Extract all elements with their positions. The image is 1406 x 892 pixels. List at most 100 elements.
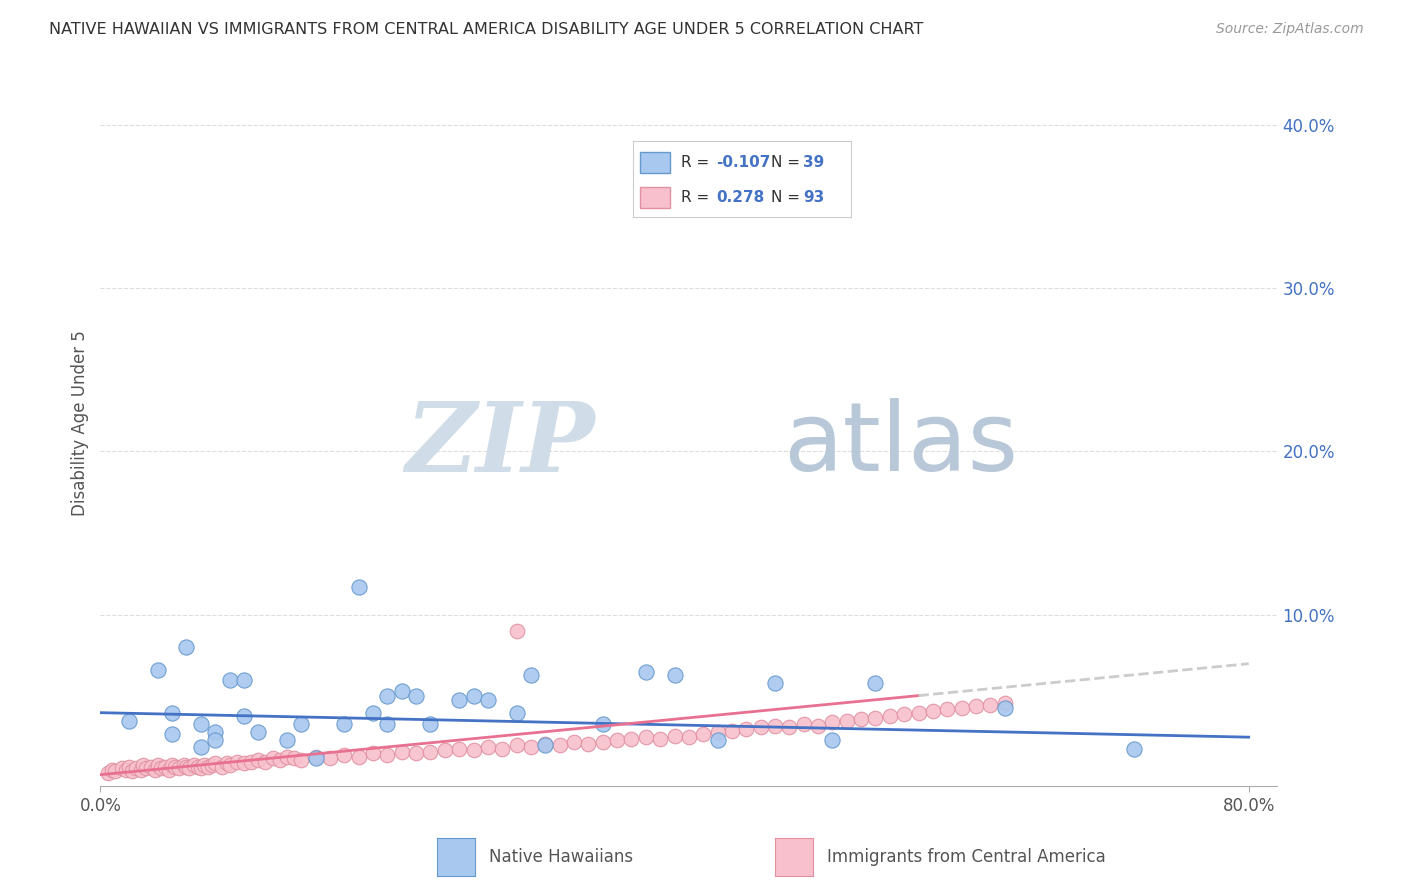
Point — [232, 709, 254, 723]
Point — [505, 739, 527, 753]
Point — [377, 748, 399, 763]
Text: atlas: atlas — [783, 398, 1018, 491]
Point — [807, 719, 830, 733]
Point — [634, 665, 657, 679]
Point — [254, 755, 277, 769]
Text: R =: R = — [682, 190, 714, 205]
Point — [290, 753, 312, 767]
Point — [879, 709, 901, 723]
Point — [505, 624, 527, 638]
Point — [115, 763, 138, 777]
Point — [305, 751, 328, 765]
Point — [678, 730, 700, 744]
Point — [520, 739, 543, 754]
Point — [979, 698, 1001, 712]
Point — [520, 668, 543, 682]
Point — [125, 761, 148, 775]
Point — [361, 747, 384, 761]
Y-axis label: Disability Age Under 5: Disability Age Under 5 — [72, 330, 89, 516]
Point — [907, 706, 929, 720]
Text: 93: 93 — [803, 190, 825, 205]
Point — [247, 753, 270, 767]
Point — [160, 706, 183, 720]
Point — [706, 733, 728, 747]
Point — [821, 733, 844, 747]
Point — [721, 723, 744, 738]
Point — [1122, 741, 1144, 756]
Point — [240, 755, 263, 769]
Point — [211, 759, 233, 773]
Point — [190, 717, 212, 731]
Point — [269, 753, 291, 767]
Point — [763, 676, 786, 690]
Point — [592, 717, 614, 731]
Point — [534, 739, 557, 753]
Point — [893, 707, 915, 722]
Point — [664, 729, 686, 743]
Point — [405, 690, 427, 704]
Point — [994, 700, 1017, 714]
Point — [419, 745, 441, 759]
Point — [101, 763, 124, 777]
Point — [201, 758, 224, 772]
Point — [204, 725, 226, 739]
Point — [135, 761, 157, 775]
Point — [218, 673, 240, 687]
Point — [505, 706, 527, 720]
Point — [319, 751, 342, 765]
Point — [463, 743, 485, 757]
Point — [111, 761, 134, 775]
Point — [849, 712, 872, 726]
Point — [104, 764, 127, 779]
Point — [215, 756, 238, 771]
Point — [232, 673, 254, 687]
Point — [763, 719, 786, 733]
Point — [129, 763, 152, 777]
Point — [391, 745, 413, 759]
Point — [634, 730, 657, 744]
Point — [821, 715, 844, 730]
Point — [950, 700, 973, 714]
Point — [232, 756, 254, 771]
Point — [163, 759, 186, 773]
Point — [664, 668, 686, 682]
Point — [190, 761, 212, 775]
Point — [149, 761, 172, 775]
Bar — [640, 186, 671, 208]
Point — [793, 717, 815, 731]
Point — [146, 758, 169, 772]
Point — [218, 758, 240, 772]
Point — [225, 755, 247, 769]
Point — [333, 717, 356, 731]
Point — [173, 758, 195, 772]
Point — [160, 758, 183, 772]
Point — [922, 704, 945, 718]
Point — [197, 759, 219, 773]
Point — [121, 764, 143, 779]
Point — [118, 714, 141, 728]
Point — [419, 717, 441, 731]
Point — [333, 748, 356, 763]
Point — [347, 749, 370, 764]
Point — [118, 759, 141, 773]
Text: N =: N = — [770, 190, 804, 205]
Point — [193, 758, 215, 772]
Point — [204, 756, 226, 771]
Point — [176, 640, 198, 655]
Point — [477, 692, 499, 706]
Point — [176, 759, 198, 773]
Point — [347, 580, 370, 594]
Point — [865, 676, 887, 690]
Text: Source: ZipAtlas.com: Source: ZipAtlas.com — [1216, 22, 1364, 37]
Point — [433, 743, 456, 757]
Text: Immigrants from Central America: Immigrants from Central America — [827, 848, 1107, 866]
Point — [650, 731, 672, 746]
Point — [179, 761, 201, 775]
Point — [463, 690, 485, 704]
Point — [449, 692, 471, 706]
Text: -0.107: -0.107 — [716, 155, 770, 170]
Point — [276, 749, 298, 764]
Text: 0.278: 0.278 — [716, 190, 765, 205]
Point — [477, 739, 499, 754]
Point — [290, 717, 312, 731]
